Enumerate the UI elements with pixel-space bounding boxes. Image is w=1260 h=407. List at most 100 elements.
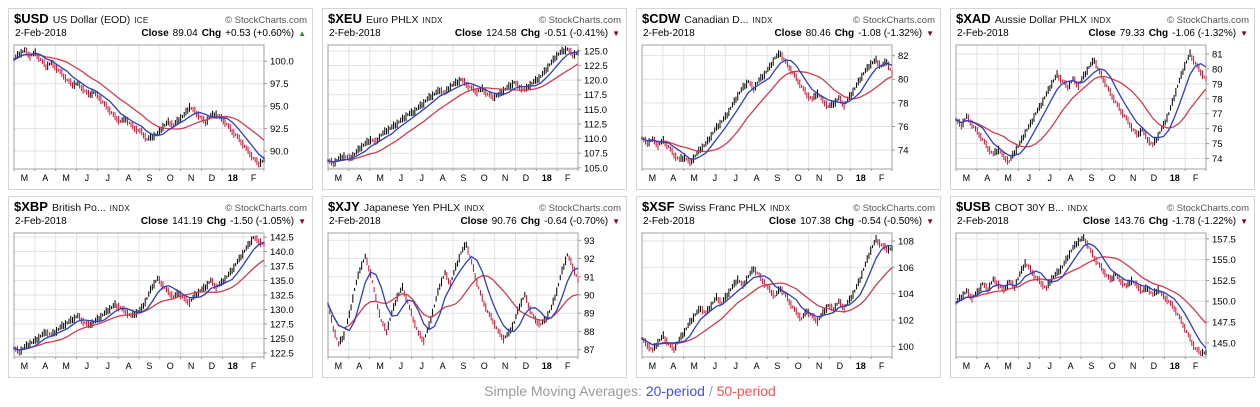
svg-text:75: 75 [1212, 139, 1223, 150]
svg-text:M: M [376, 361, 384, 371]
svg-text:106: 106 [898, 263, 914, 274]
svg-text:122.5: 122.5 [270, 348, 294, 359]
svg-text:M: M [963, 173, 971, 183]
svg-text:100: 100 [898, 342, 914, 353]
svg-text:82: 82 [898, 51, 909, 62]
chart-subheader: 2-Feb-2018 Close 107.38 Chg -0.54 (-0.50… [637, 215, 940, 228]
svg-text:77: 77 [1212, 109, 1223, 120]
chg-label: Chg [520, 216, 541, 227]
chart-panel[interactable]: $XJY Japanese Yen PHLX INDX © StockChart… [322, 196, 627, 378]
chart-panel[interactable]: $USB CBOT 30Y B... INDX © StockCharts.co… [950, 196, 1255, 378]
svg-text:S: S [774, 361, 780, 371]
svg-text:O: O [795, 173, 802, 183]
svg-text:89: 89 [584, 309, 595, 320]
svg-text:M: M [21, 361, 29, 371]
chart-exchange: INDX [464, 204, 485, 213]
svg-text:M: M [21, 173, 29, 183]
svg-text:O: O [795, 361, 802, 371]
chg-value: -1.08 (-1.32%) [858, 28, 923, 39]
svg-text:O: O [167, 361, 174, 371]
stockcharts-brand: © StockCharts.com [539, 203, 621, 214]
chart-panel[interactable]: $XBP British Po... INDX © StockCharts.co… [8, 196, 313, 378]
svg-text:F: F [565, 361, 571, 371]
svg-text:80: 80 [898, 75, 909, 86]
svg-text:132.5: 132.5 [270, 291, 294, 302]
change-down-icon: ▼ [1240, 217, 1248, 226]
svg-text:18: 18 [228, 361, 238, 371]
price-chart-canvas: 157.5 155.0 152.5 150.0 147.5 145.0 M A M J J A S O N D… [955, 232, 1236, 371]
chart-name: Swiss Franc PHLX [678, 202, 767, 214]
chart-subheader: 2-Feb-2018 Close 143.76 Chg -1.78 (-1.22… [951, 215, 1254, 228]
svg-text:D: D [523, 173, 530, 183]
chart-values: Close 107.38 Chg -0.54 (-0.50%) ▼ [769, 216, 934, 228]
svg-text:76: 76 [1212, 124, 1223, 135]
close-label: Close [454, 28, 483, 39]
close-value: 124.58 [486, 28, 517, 39]
svg-text:O: O [167, 173, 174, 183]
svg-text:D: D [837, 173, 844, 183]
svg-text:J: J [734, 173, 739, 183]
svg-text:F: F [1193, 361, 1199, 371]
change-down-icon: ▼ [926, 217, 934, 226]
svg-text:95.0: 95.0 [270, 102, 289, 113]
chg-value: -0.54 (-0.50%) [858, 216, 923, 227]
svg-text:18: 18 [542, 173, 552, 183]
price-chart-canvas: 125.0 122.5 120.0 117.5 115.0 112.5 110.0 107.5… [327, 44, 608, 183]
chart-symbol: $USB [956, 199, 991, 214]
stockcharts-brand: © StockCharts.com [539, 15, 621, 26]
change-down-icon: ▼ [612, 29, 620, 38]
chart-exchange: INDX [752, 16, 773, 25]
svg-text:135.0: 135.0 [270, 276, 294, 287]
chart-values: Close 89.04 Chg +0.53 (+0.60%) ▲ [141, 28, 306, 40]
close-value: 79.33 [1119, 28, 1145, 39]
chart-header: $USB CBOT 30Y B... INDX © StockCharts.co… [951, 197, 1254, 215]
chart-symbol: $XEU [328, 11, 362, 26]
chg-value: -1.50 (-1.05%) [230, 216, 295, 227]
chart-panel[interactable]: $XEU Euro PHLX INDX © StockCharts.com 2-… [322, 8, 627, 190]
svg-text:N: N [1130, 173, 1137, 183]
svg-text:M: M [335, 361, 343, 371]
change-down-icon: ▼ [298, 217, 306, 226]
chart-date: 2-Feb-2018 [643, 28, 695, 39]
chart-panel[interactable]: $XAD Aussie Dollar PHLX INDX © StockChar… [950, 8, 1255, 190]
close-label: Close [1088, 28, 1116, 39]
chg-value: -1.06 (-1.32%) [1172, 28, 1237, 39]
sma-caption-prefix: Simple Moving Averages: [484, 383, 646, 399]
svg-text:M: M [1004, 173, 1012, 183]
svg-text:D: D [209, 173, 216, 183]
svg-text:M: M [1004, 361, 1012, 371]
chart-name: Japanese Yen PHLX [363, 202, 461, 214]
chart-panel[interactable]: $USD US Dollar (EOD) ICE © StockCharts.c… [8, 8, 313, 190]
svg-text:M: M [649, 361, 657, 371]
chart-symbol: $XSF [642, 199, 675, 214]
svg-text:D: D [1151, 173, 1158, 183]
svg-text:92: 92 [584, 254, 595, 265]
svg-text:F: F [251, 361, 257, 371]
svg-text:140.0: 140.0 [270, 247, 294, 258]
chart-values: Close 141.19 Chg -1.50 (-1.05%) ▼ [141, 216, 306, 228]
chart-panel[interactable]: $CDW Canadian D... INDX © StockCharts.co… [636, 8, 941, 190]
svg-text:105.0: 105.0 [584, 163, 608, 174]
svg-text:145.0: 145.0 [1212, 338, 1236, 349]
svg-text:115.0: 115.0 [584, 105, 607, 116]
chart-header: $CDW Canadian D... INDX © StockCharts.co… [637, 9, 940, 27]
chart-subheader: 2-Feb-2018 Close 141.19 Chg -1.50 (-1.05… [9, 215, 312, 228]
svg-text:90.0: 90.0 [270, 147, 289, 158]
chart-header: $XBP British Po... INDX © StockCharts.co… [9, 197, 312, 215]
svg-text:N: N [188, 173, 195, 183]
svg-text:88: 88 [584, 327, 595, 338]
chart-exchange: INDX [1090, 16, 1112, 25]
chart-panel[interactable]: $XSF Swiss Franc PHLX INDX © StockCharts… [636, 196, 941, 378]
svg-text:M: M [690, 361, 698, 371]
chart-exchange: INDX [422, 16, 443, 25]
price-chart-canvas: 82 80 78 76 74 M A M J J A S O N D 18 F [641, 44, 909, 183]
svg-text:J: J [1027, 361, 1032, 371]
svg-text:N: N [188, 361, 195, 371]
svg-text:J: J [106, 173, 111, 183]
svg-text:O: O [481, 173, 488, 183]
chg-label: Chg [834, 216, 855, 227]
svg-text:122.5: 122.5 [584, 61, 608, 72]
svg-text:F: F [565, 173, 571, 183]
svg-text:M: M [376, 173, 384, 183]
chart-exchange: INDX [109, 204, 130, 213]
